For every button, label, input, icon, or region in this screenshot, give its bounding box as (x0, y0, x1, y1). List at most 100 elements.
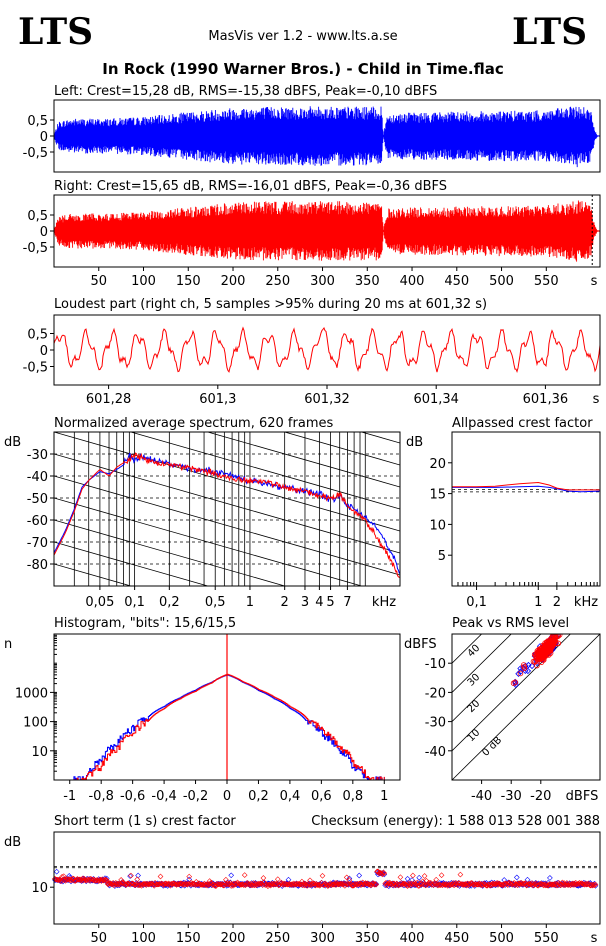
crest-point (368, 881, 375, 888)
plot-frame (451, 633, 601, 781)
crest-point (300, 880, 307, 887)
x-tick-label: 0,05 (85, 595, 114, 610)
crest-point (237, 881, 244, 888)
crest-point (53, 868, 60, 875)
crest-point (128, 872, 134, 879)
crest-point (154, 881, 160, 888)
crest-point (455, 880, 462, 887)
crest-point (267, 882, 274, 889)
y-tick-label: 0 (40, 225, 48, 240)
crest-point (491, 881, 498, 887)
y-tick-label: 0 (40, 130, 48, 145)
waveform-trace (53, 106, 600, 168)
y-tick-label: 0,5 (27, 328, 48, 343)
slope-line (54, 432, 400, 532)
crest-point (192, 882, 199, 888)
x-tick-label: 300 (310, 274, 335, 289)
x-tick-label: 150 (176, 274, 201, 289)
scatter-point (546, 652, 552, 658)
y-tick-label: -0,5 (23, 241, 48, 256)
x-tick-label: 300 (310, 931, 335, 946)
crest-point (258, 880, 265, 887)
crest-point (356, 872, 363, 879)
crest-point (392, 882, 398, 889)
x-unit-label: s (591, 274, 598, 289)
x-tick-label: 550 (534, 274, 559, 289)
x-unit-label: kHz (372, 595, 396, 610)
crest-point (432, 881, 439, 887)
crest-point (135, 882, 141, 889)
crest-point (336, 881, 343, 887)
crest-point (319, 872, 326, 879)
crest-point (193, 878, 200, 885)
crest-point (79, 875, 86, 882)
scatter-point (549, 634, 556, 640)
scatter-point (528, 662, 536, 670)
slope-line (54, 541, 210, 586)
crest-point (119, 879, 125, 886)
crest-label: 40 (466, 643, 483, 660)
crest-point (592, 881, 599, 888)
crest-point (92, 877, 99, 884)
crest-point (534, 882, 541, 889)
slope-line (54, 563, 133, 586)
peak-vs-rms-plot: 40 30 20 100 dB dBFS -10 -20 -30 -40 -40 -30 -20 dBF… (404, 633, 601, 804)
scatter-point (541, 642, 548, 649)
x-tick-label: 601,36 (523, 392, 569, 407)
x-tick-label: 100 (131, 931, 156, 946)
loudest-trace (53, 326, 601, 374)
loudest-part-title: Loudest part (right ch, 5 samples >95% d… (54, 297, 487, 312)
crest-point (260, 875, 267, 881)
y-tick-label: -20 (425, 686, 446, 701)
x-tick-label: 1 (380, 789, 388, 804)
y-tick-label: -0,5 (23, 361, 48, 376)
crest-point (59, 873, 65, 880)
scatter-point (515, 670, 522, 677)
x-tick-label: 1 (246, 595, 254, 610)
crest-point (583, 881, 590, 888)
crest-point (466, 880, 473, 887)
crest-point (233, 881, 240, 887)
crest-point (404, 875, 411, 882)
crest-point (134, 876, 141, 883)
x-tick-label: 0,2 (248, 789, 269, 804)
crest-point (249, 882, 256, 888)
y-tick-label: -0,5 (23, 146, 48, 161)
spectrum-series-1 (54, 452, 400, 579)
y-tick-label: -50 (27, 492, 48, 507)
crest-point (315, 882, 321, 888)
crest-point (284, 881, 291, 888)
y-tick-label: 20 (429, 457, 446, 472)
x-tick-label: 400 (400, 274, 425, 289)
crest-point (453, 880, 460, 887)
y-unit-label: dB (4, 435, 21, 450)
crest-point (530, 881, 537, 887)
crest-point (241, 872, 248, 878)
crest-point (406, 881, 413, 888)
crest-point (265, 883, 271, 890)
x-tick-label: 0,6 (311, 789, 332, 804)
crest-point (515, 880, 522, 887)
x-tick-label: 0,5 (205, 595, 226, 610)
crest-point (350, 882, 356, 889)
app-version: MasVis ver 1.2 - www.lts.a.se (208, 29, 397, 44)
crest-point (115, 881, 122, 888)
x-tick-label: 0,2 (159, 595, 180, 610)
y-tick-label: -40 (425, 745, 446, 760)
crest-point (186, 873, 193, 880)
scatter-point (517, 668, 524, 675)
crest-point (590, 881, 597, 888)
y-unit-label: dB (406, 435, 423, 450)
x-tick-label: 550 (534, 931, 559, 946)
scatter-point (550, 640, 557, 646)
crest-point (124, 880, 131, 887)
x-tick-label: 0,1 (466, 595, 487, 610)
crest-point (421, 873, 428, 879)
crest-point (397, 874, 404, 881)
crest-point (533, 880, 540, 887)
crest-point (273, 881, 279, 887)
x-tick-label: 601,28 (86, 392, 132, 407)
y-tick-label: -30 (425, 716, 446, 731)
track-title: In Rock (1990 Warner Bros.) - Child in T… (102, 60, 504, 78)
x-tick-label: -0,4 (151, 789, 176, 804)
